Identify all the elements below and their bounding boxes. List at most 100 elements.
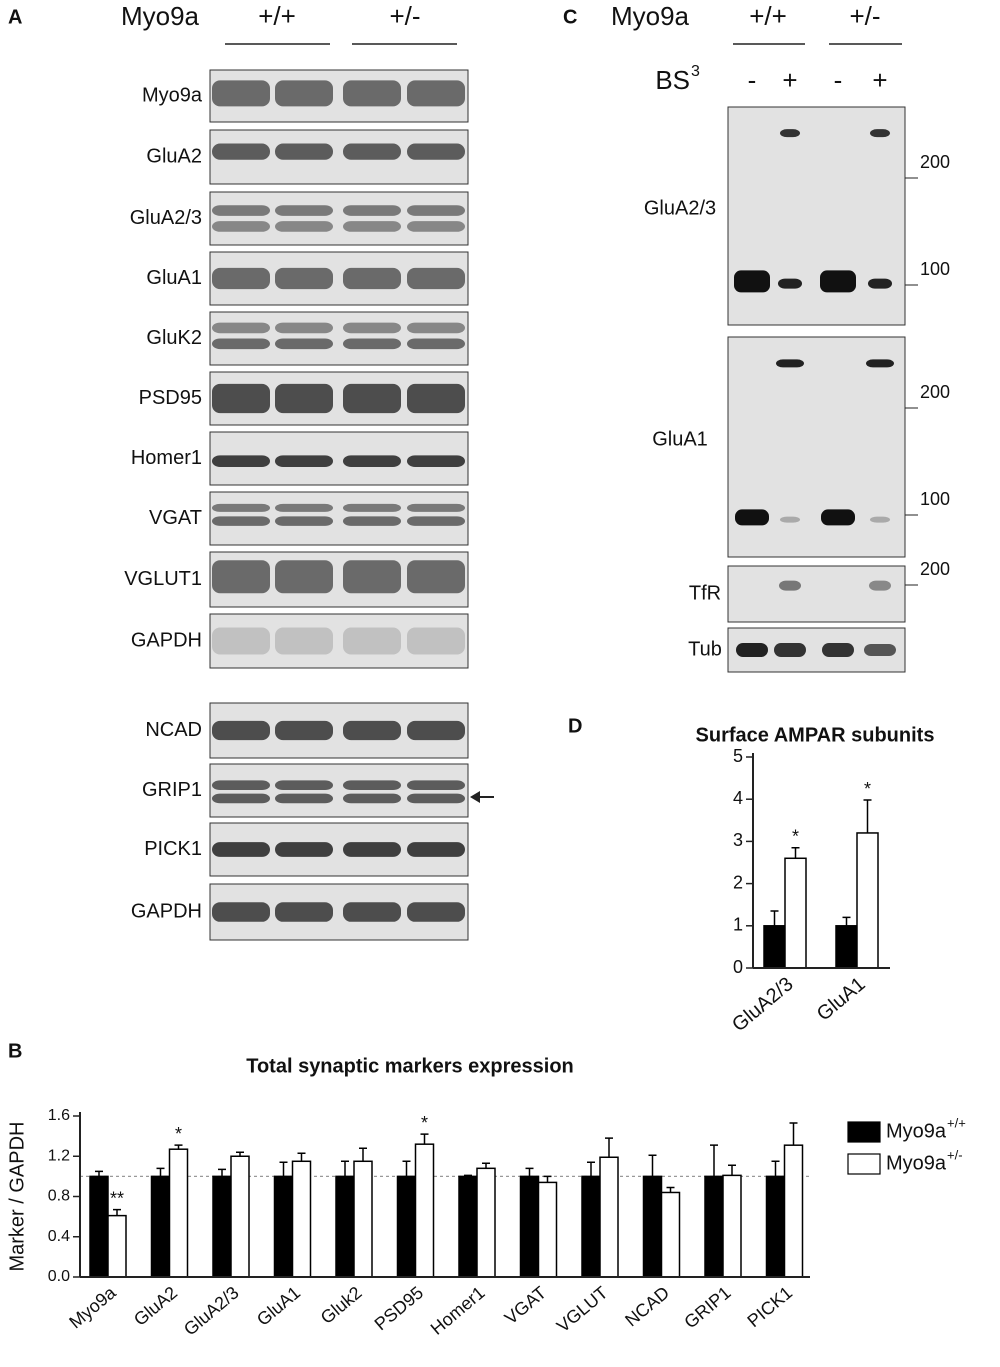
band bbox=[212, 516, 270, 526]
significance: * bbox=[792, 826, 799, 846]
band bbox=[212, 780, 270, 790]
blot-label: Tub bbox=[688, 638, 722, 660]
band bbox=[864, 644, 896, 656]
error-bar bbox=[791, 846, 800, 859]
band bbox=[407, 516, 465, 526]
band bbox=[212, 383, 270, 414]
band bbox=[343, 143, 401, 160]
x-tick-label: PSD95 bbox=[371, 1282, 428, 1334]
band bbox=[343, 455, 401, 467]
band bbox=[343, 793, 401, 804]
legend-label: Myo9a bbox=[886, 1152, 947, 1174]
x-tick-label: GluA1 bbox=[813, 973, 870, 1026]
panel-label: A bbox=[8, 6, 22, 28]
error-bar bbox=[605, 1137, 613, 1158]
band bbox=[407, 205, 465, 216]
blot-label: GAPDH bbox=[131, 629, 202, 651]
arrow-head bbox=[470, 791, 480, 803]
bar bbox=[537, 1181, 558, 1278]
band bbox=[343, 720, 401, 741]
band bbox=[407, 627, 465, 655]
band bbox=[212, 267, 270, 290]
error-bar bbox=[543, 1175, 552, 1183]
error-bar bbox=[587, 1161, 595, 1177]
marker-label: 100 bbox=[920, 489, 950, 509]
x-tick-label: VGAT bbox=[501, 1282, 550, 1328]
band bbox=[778, 278, 802, 289]
error-bar bbox=[359, 1147, 367, 1162]
bar bbox=[168, 1148, 189, 1278]
bar bbox=[414, 1143, 435, 1278]
bar bbox=[458, 1175, 478, 1278]
bar bbox=[335, 1175, 355, 1278]
y-axis-label: Marker / GAPDH bbox=[6, 1121, 28, 1271]
marker-label: 200 bbox=[920, 152, 950, 172]
band bbox=[780, 516, 800, 523]
band bbox=[343, 322, 401, 334]
marker-label: 100 bbox=[920, 259, 950, 279]
y-tick-label: 1 bbox=[733, 915, 743, 935]
bar bbox=[660, 1191, 681, 1278]
band bbox=[407, 902, 465, 922]
band bbox=[275, 842, 333, 857]
marker-label: 200 bbox=[920, 382, 950, 402]
y-tick-label: 0.0 bbox=[48, 1268, 70, 1285]
band bbox=[212, 80, 270, 107]
blot bbox=[209, 763, 469, 818]
group-label: +/- bbox=[849, 1, 880, 31]
x-tick-label: NCAD bbox=[621, 1282, 673, 1330]
band bbox=[275, 80, 333, 107]
error-bar bbox=[236, 1151, 244, 1157]
bar bbox=[150, 1175, 171, 1278]
blot-label: Homer1 bbox=[131, 447, 202, 469]
blot bbox=[727, 106, 906, 326]
band bbox=[212, 902, 270, 922]
legend-superscript: +/- bbox=[947, 1147, 963, 1162]
bar bbox=[396, 1175, 417, 1278]
band bbox=[407, 338, 465, 350]
blot-label: GAPDH bbox=[131, 900, 202, 922]
error-bar bbox=[156, 1167, 165, 1177]
error-bar bbox=[525, 1167, 534, 1177]
header-gene: Myo9a bbox=[121, 1, 200, 31]
band bbox=[407, 267, 465, 290]
blot-label: GRIP1 bbox=[142, 779, 202, 801]
band bbox=[343, 503, 401, 512]
band bbox=[407, 560, 465, 594]
band bbox=[275, 503, 333, 512]
y-tick-label: 1.2 bbox=[48, 1147, 70, 1164]
band bbox=[407, 80, 465, 107]
legend-superscript: +/+ bbox=[947, 1115, 966, 1130]
blot-label: GluA2/3 bbox=[130, 207, 202, 229]
bar bbox=[765, 1175, 786, 1278]
lane-label: - bbox=[748, 65, 757, 95]
band bbox=[275, 143, 333, 160]
x-tick-label: PICK1 bbox=[743, 1282, 796, 1331]
error-bar bbox=[666, 1186, 675, 1193]
bar bbox=[476, 1167, 496, 1278]
blot-label: GluK2 bbox=[146, 327, 202, 349]
group-label: +/+ bbox=[258, 1, 296, 31]
band bbox=[275, 221, 333, 232]
x-tick-label: GRIP1 bbox=[680, 1282, 734, 1332]
band bbox=[275, 516, 333, 526]
bar bbox=[642, 1175, 663, 1278]
band bbox=[407, 780, 465, 790]
error-bar bbox=[842, 916, 851, 926]
error-bar bbox=[770, 910, 779, 926]
y-tick-label: 0.4 bbox=[48, 1228, 70, 1245]
blot-label: GluA1 bbox=[652, 429, 708, 451]
band bbox=[275, 322, 333, 334]
band bbox=[407, 383, 465, 414]
bar bbox=[704, 1175, 724, 1278]
bar bbox=[291, 1160, 312, 1278]
y-tick-label: 0 bbox=[733, 957, 743, 977]
x-tick-label: GluA1 bbox=[253, 1282, 304, 1329]
band bbox=[212, 793, 270, 804]
band bbox=[212, 143, 270, 160]
band bbox=[822, 643, 854, 657]
lane-label: - bbox=[834, 65, 843, 95]
error-bar bbox=[113, 1208, 121, 1216]
band bbox=[212, 338, 270, 350]
band bbox=[275, 780, 333, 790]
